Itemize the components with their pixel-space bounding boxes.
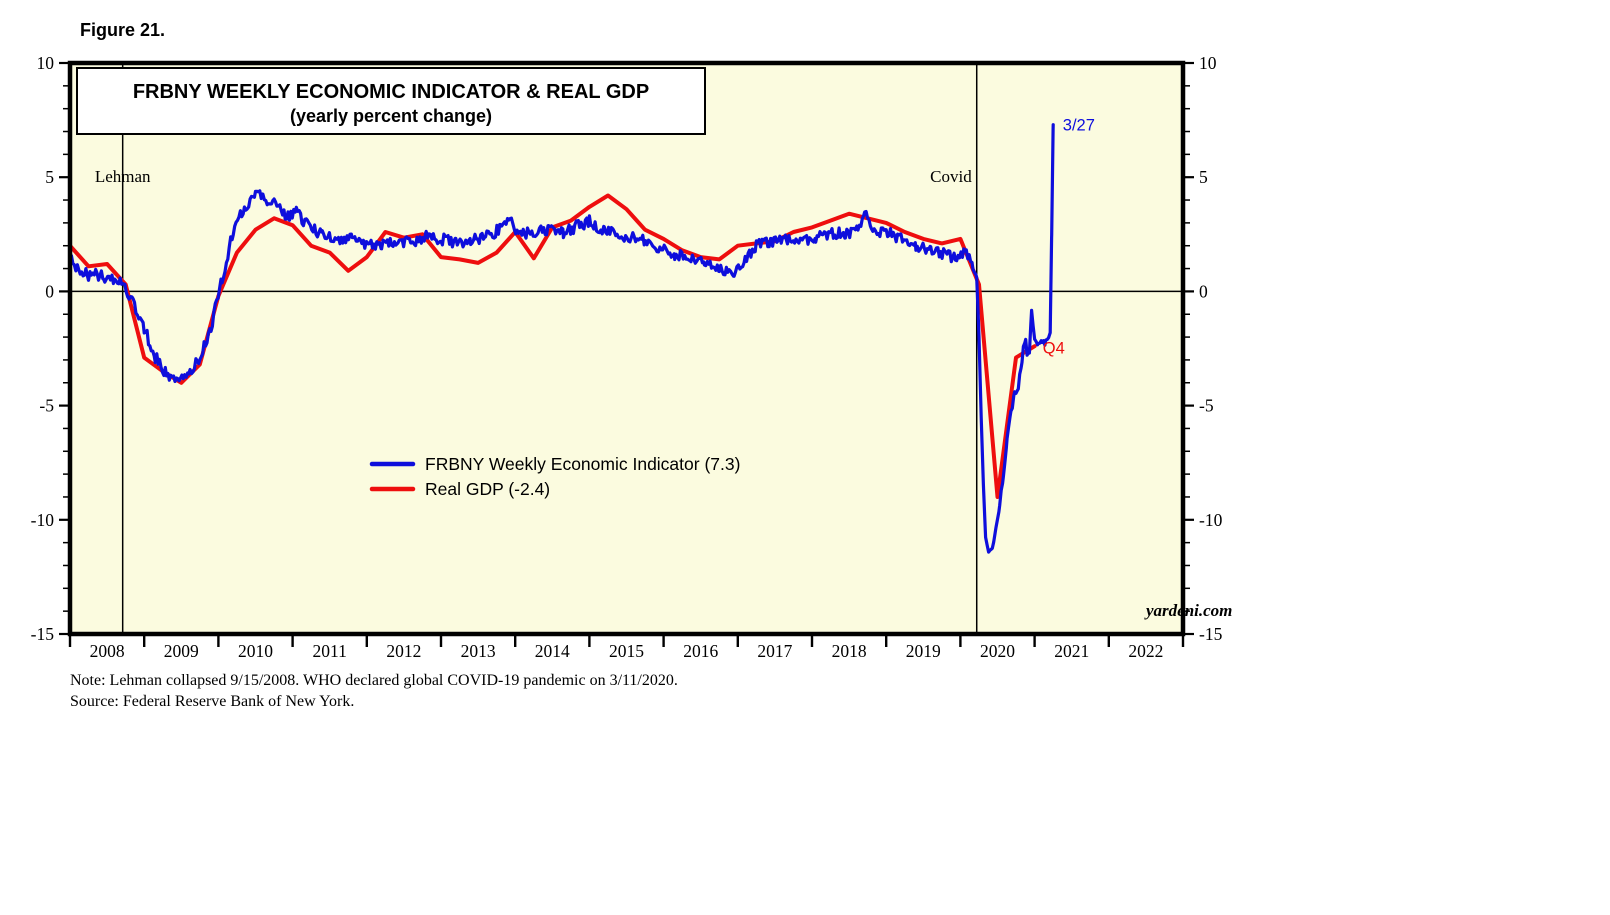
x-axis-year-label: 2018 bbox=[832, 641, 867, 661]
x-axis-year-label: 2013 bbox=[461, 641, 496, 661]
wei-line bbox=[70, 123, 1055, 554]
event-label-covid: Covid bbox=[930, 167, 972, 186]
chart-subtitle: (yearly percent change) bbox=[290, 106, 492, 126]
event-label-lehman: Lehman bbox=[95, 167, 151, 186]
y-axis-label-left: -10 bbox=[31, 510, 55, 530]
plot-area bbox=[70, 63, 1183, 634]
y-axis-label-right: -15 bbox=[1199, 624, 1223, 644]
source-line: Source: Federal Reserve Bank of New York… bbox=[70, 693, 355, 710]
y-axis-label-left: -15 bbox=[31, 624, 55, 644]
y-axis-label-right: 10 bbox=[1199, 53, 1217, 73]
note-line: Note: Lehman collapsed 9/15/2008. WHO de… bbox=[70, 672, 678, 689]
y-axis-label-left: 5 bbox=[45, 167, 54, 187]
legend-label-gdp: Real GDP (-2.4) bbox=[425, 479, 550, 499]
x-axis-year-label: 2014 bbox=[535, 641, 570, 661]
y-axis-label-left: 10 bbox=[37, 53, 55, 73]
legend-label-wei: FRBNY Weekly Economic Indicator (7.3) bbox=[425, 454, 740, 474]
plot-frame bbox=[67, 60, 1186, 637]
x-axis-year-label: 2015 bbox=[609, 641, 644, 661]
x-axis-year-label: 2017 bbox=[757, 641, 792, 661]
annotation-latest-week: 3/27 bbox=[1063, 117, 1095, 135]
x-axis-year-label: 2020 bbox=[980, 641, 1015, 661]
x-axis-year-label: 2011 bbox=[313, 641, 347, 661]
x-axis-year-label: 2019 bbox=[906, 641, 941, 661]
y-axis-label-right: 5 bbox=[1199, 167, 1208, 187]
x-axis-year-label: 2008 bbox=[90, 641, 125, 661]
title-box bbox=[76, 67, 706, 135]
y-axis-label-right: -10 bbox=[1199, 510, 1223, 530]
y-axis-label-left: 0 bbox=[45, 281, 54, 301]
x-axis-year-label: 2021 bbox=[1054, 641, 1089, 661]
y-axis-label-right: -5 bbox=[1199, 396, 1214, 416]
chart-title: FRBNY WEEKLY ECONOMIC INDICATOR & REAL G… bbox=[133, 81, 649, 103]
x-axis-year-label: 2022 bbox=[1128, 641, 1163, 661]
x-axis-year-label: 2016 bbox=[683, 641, 718, 661]
chart-footnotes: Note: Lehman collapsed 9/15/2008. WHO de… bbox=[70, 670, 678, 712]
x-axis-year-label: 2010 bbox=[238, 641, 273, 661]
y-axis-label-left: -5 bbox=[39, 396, 54, 416]
x-axis-year-label: 2012 bbox=[386, 641, 421, 661]
y-axis-label-right: 0 bbox=[1199, 281, 1208, 301]
x-axis-year-label: 2009 bbox=[164, 641, 199, 661]
figure-label: Figure 21. bbox=[80, 20, 166, 40]
annotation-q4: Q4 bbox=[1043, 339, 1065, 357]
